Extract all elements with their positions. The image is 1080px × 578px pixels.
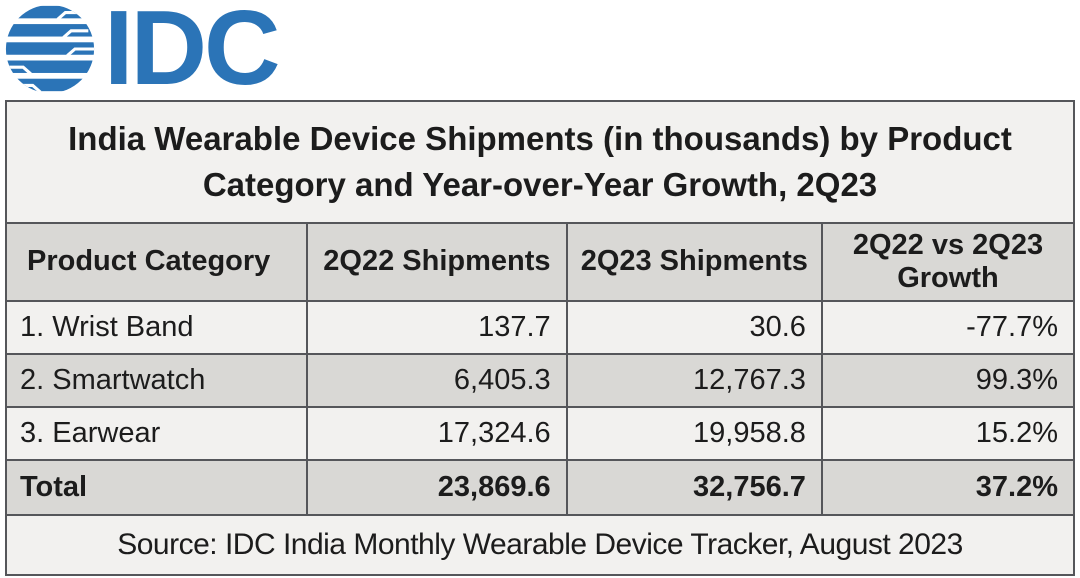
cell-2q22: 137.7 <box>306 300 568 355</box>
table-row-earwear: 3. Earwear 17,324.6 19,958.8 15.2% <box>4 406 1076 461</box>
table-row-wrist-band: 1. Wrist Band 137.7 30.6 -77.7% <box>4 300 1076 355</box>
header-2q23-shipments: 2Q23 Shipments <box>565 222 823 302</box>
table-title-line1: India Wearable Device Shipments (in thou… <box>68 120 1012 158</box>
cell-total-2q23: 32,756.7 <box>565 459 823 516</box>
table-row-total: Total 23,869.6 32,756.7 37.2% <box>4 459 1076 516</box>
cell-category: 2. Smartwatch <box>4 353 309 408</box>
cell-2q23: 30.6 <box>565 300 823 355</box>
idc-logo-text: IDC <box>104 0 281 107</box>
cell-growth: 99.3% <box>820 353 1076 408</box>
table-source-row: Source: IDC India Monthly Wearable Devic… <box>5 514 1075 576</box>
table-title-row: India Wearable Device Shipments (in thou… <box>5 100 1075 224</box>
cell-category: 3. Earwear <box>4 406 309 461</box>
cell-growth: 15.2% <box>820 406 1076 461</box>
source-note: Source: IDC India Monthly Wearable Devic… <box>5 514 1075 576</box>
header-2q22-shipments: 2Q22 Shipments <box>306 222 568 302</box>
idc-logo: IDC <box>4 0 281 107</box>
cell-category: 1. Wrist Band <box>4 300 309 355</box>
cell-2q23: 19,958.8 <box>565 406 823 461</box>
shipments-table: India Wearable Device Shipments (in thou… <box>4 100 1076 576</box>
idc-globe-icon <box>5 5 95 94</box>
cell-2q22: 17,324.6 <box>306 406 568 461</box>
table-header-row: Product Category 2Q22 Shipments 2Q23 Shi… <box>4 222 1076 302</box>
cell-total-growth: 37.2% <box>820 459 1076 516</box>
cell-total-2q22: 23,869.6 <box>306 459 568 516</box>
table-title: India Wearable Device Shipments (in thou… <box>5 100 1075 224</box>
cell-2q23: 12,767.3 <box>565 353 823 408</box>
cell-growth: -77.7% <box>820 300 1076 355</box>
table-row-smartwatch: 2. Smartwatch 6,405.3 12,767.3 99.3% <box>4 353 1076 408</box>
cell-2q22: 6,405.3 <box>306 353 568 408</box>
cell-total-label: Total <box>4 459 309 516</box>
header-growth: 2Q22 vs 2Q23 Growth <box>820 222 1076 302</box>
table-title-line2: Category and Year-over-Year Growth, 2Q23 <box>202 166 878 203</box>
header-product-category: Product Category <box>4 222 309 302</box>
